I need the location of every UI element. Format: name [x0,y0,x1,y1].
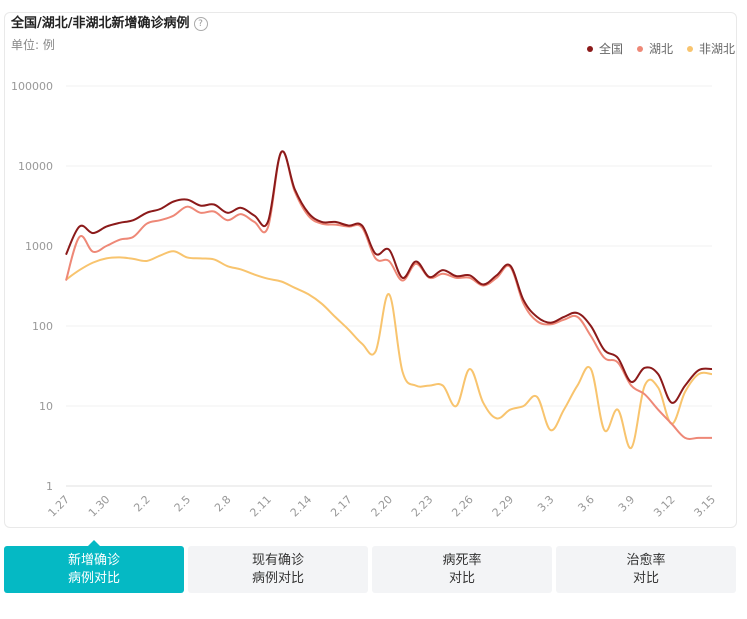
tab-label-line2: 对比 [632,570,659,586]
tab-recovery-rate[interactable]: 治愈率 对比 [556,546,736,593]
x-tick-label: 3.3 [535,493,557,515]
x-tick-label: 2.26 [449,493,476,520]
legend-label-national: 全国 [598,42,623,56]
chart-card [4,12,737,528]
legend-item-national[interactable]: 全国 [586,40,623,57]
series-line-non-hubei [65,250,713,449]
legend-item-non-hubei[interactable]: 非湖北 [686,40,735,57]
x-tick-label: 2.14 [288,493,315,520]
x-tick-label: 2.17 [328,493,355,520]
unit-label: 单位: 例 [11,38,55,52]
chart-title: 全国/湖北/非湖北新增确诊病例? [11,12,208,31]
series-line-national [65,150,713,404]
y-tick-label: 100 [32,320,53,333]
x-tick-label: 3.15 [692,493,719,520]
x-tick-label: 2.2 [131,493,153,515]
legend-swatch-national [586,45,593,52]
x-tick-label: 2.8 [212,493,234,515]
tab-label-line1: 现有确诊 [251,552,304,568]
legend-item-hubei[interactable]: 湖北 [636,40,673,57]
tab-fatality-rate[interactable]: 病死率 对比 [372,546,552,593]
x-tick-label: 2.11 [247,493,274,520]
x-tick-label: 2.29 [490,493,517,520]
y-tick-label: 10000 [18,160,53,173]
x-tick-label: 1.27 [46,493,73,520]
line-chart: 100000 10000 1000 100 10 11.27 1.30 2.2 2.5 2.8 2.… [11,80,719,520]
x-tick-label: 3.9 [616,493,638,515]
tab-bar: 新增确诊 病例对比 现有确诊 病例对比 病死率 对比 治愈率 对比 [4,540,736,593]
x-tick-label: 2.20 [369,493,396,520]
x-tick-label: 2.23 [409,493,436,520]
tab-label-line2: 对比 [448,570,475,586]
legend: 全国 湖北 非湖北 [586,40,735,57]
x-tick-label: 3.12 [651,493,678,520]
y-tick-label: 100000 [11,80,53,93]
x-tick-label: 3.6 [575,493,597,515]
tab-new-confirmed[interactable]: 新增确诊 病例对比 [4,540,184,593]
y-tick-label: 1000 [25,240,53,253]
help-icon[interactable]: ? [193,17,208,31]
series-line-hubei [65,150,712,440]
y-tick-label: 1 [46,480,53,493]
legend-label-hubei: 湖北 [648,42,673,56]
tab-label-line2: 病例对比 [67,570,120,586]
legend-swatch-hubei [636,45,643,52]
legend-swatch-non-hubei [686,45,693,52]
tab-label-line1: 病死率 [442,552,482,568]
x-tick-label: 2.5 [172,493,194,515]
tab-current-confirmed[interactable]: 现有确诊 病例对比 [188,546,368,593]
y-tick-label: 10 [39,400,53,413]
tab-label-line1: 新增确诊 [67,552,120,568]
x-tick-label: 1.30 [86,493,113,520]
legend-label-non-hubei: 非湖北 [698,42,735,56]
tab-label-line2: 病例对比 [251,570,304,586]
tab-label-line1: 治愈率 [626,552,666,568]
